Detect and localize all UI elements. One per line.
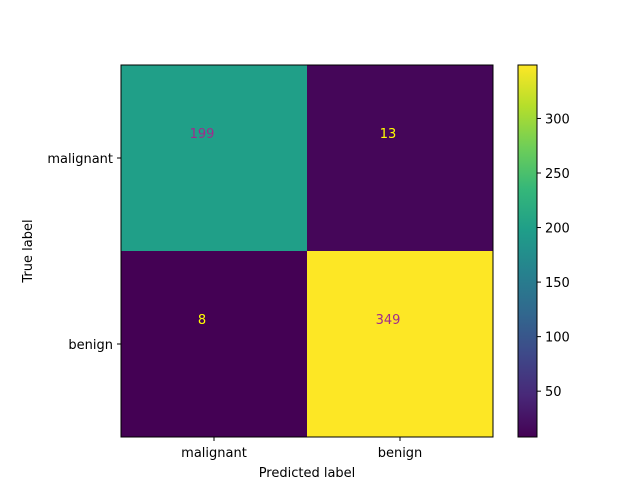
heatmap-cell xyxy=(121,65,307,251)
colorbar-tick-label: 150 xyxy=(545,276,570,291)
colorbar-tick-label: 250 xyxy=(545,167,570,182)
heatmap-cell xyxy=(121,251,307,437)
y-axis-ticks: malignant benign xyxy=(47,152,121,353)
matrix-frame xyxy=(120,64,494,438)
x-tick-label: benign xyxy=(378,446,423,461)
cell-value-label: 8 xyxy=(198,313,206,328)
cell-value-label: 13 xyxy=(380,127,397,142)
colorbar-tick-label: 300 xyxy=(545,112,570,127)
colorbar-ticks: 50 100 150 200 250 300 xyxy=(537,112,570,400)
colorbar: 50 100 150 200 250 300 xyxy=(517,64,570,438)
y-axis-label: True label xyxy=(21,219,36,283)
colorbar-gradient xyxy=(517,64,538,438)
colorbar-tick-label: 100 xyxy=(545,331,570,346)
x-axis-label: Predicted label xyxy=(259,466,356,480)
heatmap-cells xyxy=(121,65,493,437)
cell-value-label: 199 xyxy=(190,127,215,142)
x-axis-ticks: malignant benign xyxy=(181,437,422,461)
heatmap-cell-labels: 199 13 8 349 xyxy=(190,127,401,328)
heatmap-cell xyxy=(307,65,493,251)
colorbar-tick-label: 200 xyxy=(545,222,570,237)
heatmap-cell xyxy=(307,251,493,437)
colorbar-tick-label: 50 xyxy=(545,385,562,400)
y-tick-label: malignant xyxy=(47,152,113,167)
cell-value-label: 349 xyxy=(376,313,401,328)
x-tick-label: malignant xyxy=(181,446,247,461)
y-tick-label: benign xyxy=(68,338,113,353)
